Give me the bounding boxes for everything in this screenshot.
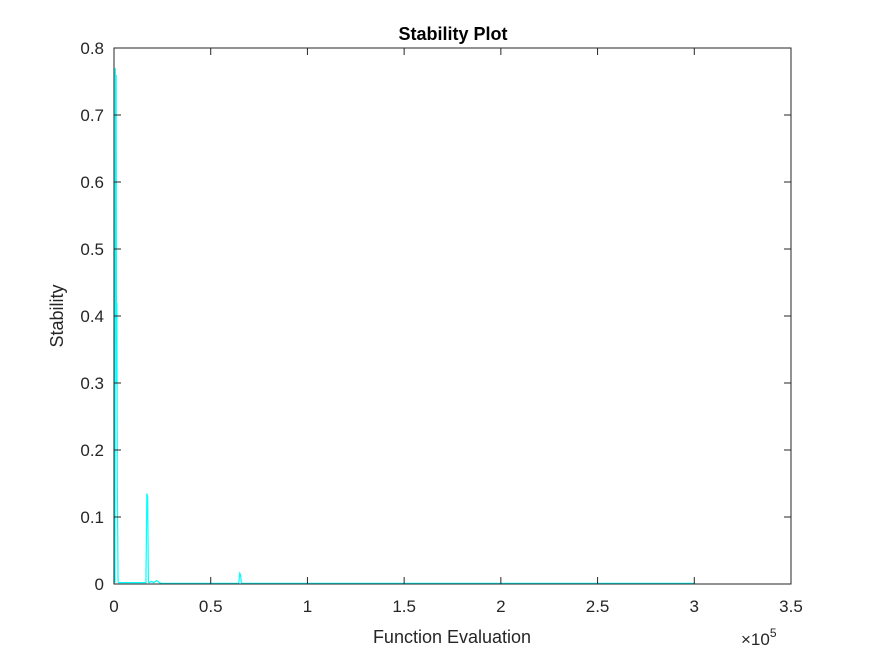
series-line [113,68,695,585]
y-tick-label: 0.3 [80,374,104,393]
x-tick-label: 2.5 [586,597,610,616]
x-tick-label: 1.5 [392,597,416,616]
y-tick-label: 0 [95,575,104,594]
y-tick-label: 0.2 [80,441,104,460]
x-tick-label: 0 [109,597,118,616]
y-axis: 0 0.1 0.2 0.3 0.4 0.5 0.6 0.7 0.8 [80,39,791,594]
x-tick-label: 1 [303,597,312,616]
x-tick-label: 0.5 [199,597,223,616]
y-tick-label: 0.1 [80,508,104,527]
y-tick-label: 0.6 [80,173,104,192]
x-tick-label: 3.5 [779,597,803,616]
x-axis-exponent: ×105 [741,626,777,649]
x-axis-label: Function Evaluation [373,627,531,647]
x-axis: 0 0.5 1 1.5 2 2.5 3 3.5 [109,48,803,616]
y-tick-label: 0.4 [80,307,104,326]
chart-title: Stability Plot [398,24,507,44]
x-tick-label: 2 [496,597,505,616]
x-tick-label: 3 [690,597,699,616]
x-exponent-base: ×10 [741,630,770,649]
y-tick-label: 0.5 [80,240,104,259]
y-axis-label: Stability [47,284,67,347]
y-tick-label: 0.7 [80,106,104,125]
x-exponent-power: 5 [770,626,777,640]
y-tick-label: 0.8 [80,39,104,58]
